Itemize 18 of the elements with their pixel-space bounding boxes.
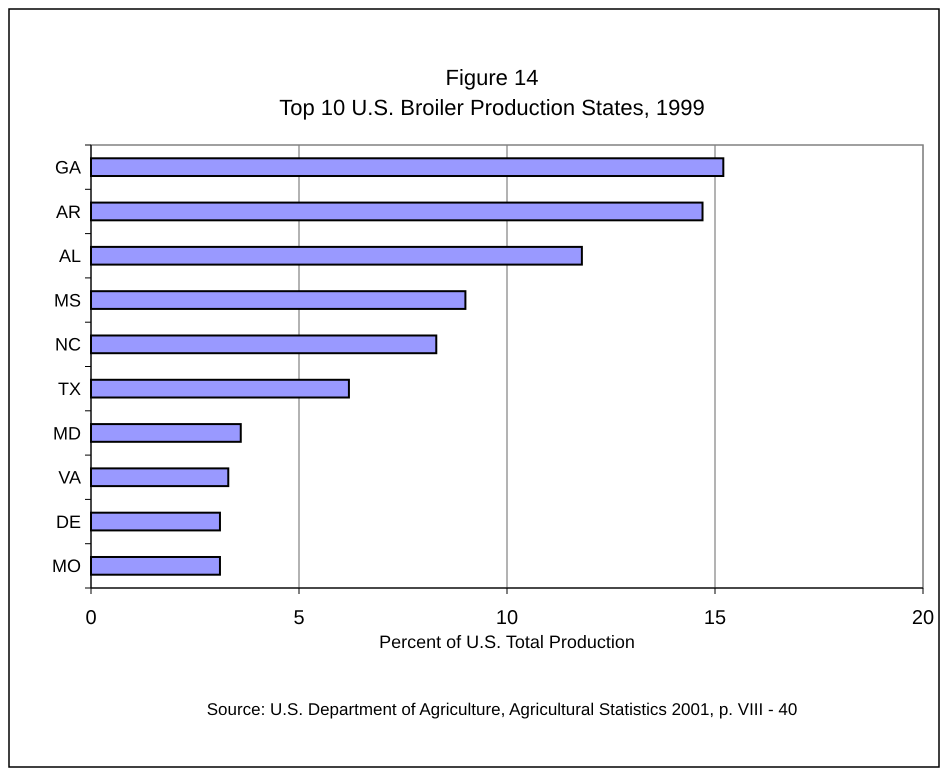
y-tick-label: AR	[56, 202, 81, 222]
x-tick-label: 15	[704, 607, 726, 629]
y-tick-label: MO	[52, 556, 81, 576]
y-tick-label: TX	[58, 378, 81, 399]
y-tick-label: GA	[54, 157, 81, 178]
chart-title: Figure 14 Top 10 U.S. Broiler Production States, 1999	[279, 65, 705, 120]
x-tick-label: 10	[496, 607, 518, 629]
y-tick-label: NC	[55, 334, 81, 355]
source-note: Source: U.S. Department of Agriculture, Agricultural Statistics 2001, p. VIII - 40	[206, 700, 798, 719]
y-tick-label: AL	[58, 246, 81, 266]
y-tick-label: DE	[56, 512, 81, 532]
x-tick-label: 0	[85, 607, 97, 629]
y-tick-label: MS	[54, 290, 81, 310]
x-axis-title: Percent of U.S. Total Production	[379, 632, 635, 652]
x-tick-label: 20	[912, 607, 934, 629]
x-tick-label: 5	[293, 607, 305, 629]
y-tick-label: MD	[53, 423, 81, 444]
y-tick-label: VA	[58, 468, 81, 488]
